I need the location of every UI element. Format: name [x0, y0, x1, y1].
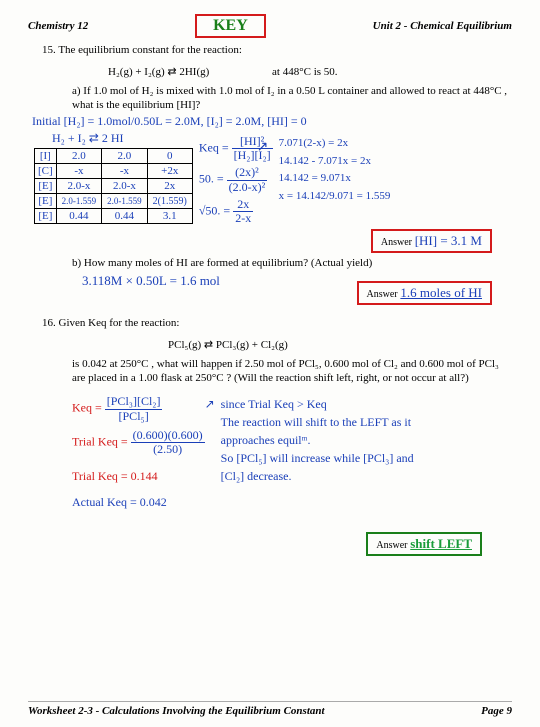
ans-label: Answer: [376, 540, 407, 551]
arrow-icon: ↗: [205, 395, 215, 413]
q16-note: ↗since Trial Keq > Keq The reaction will…: [221, 395, 431, 514]
q15-work-section: H₂ + I₂ ⇄ 2 HI [I]2.02.00 [C]-x-x+2x [E]…: [28, 131, 512, 225]
page-footer: Worksheet 2-3 - Calculations Involving t…: [28, 701, 512, 717]
q15-equation-row: H₂(g) + I₂(g) ⇄ 2HI(g) at 448°C is 50.: [108, 65, 512, 78]
worksheet-title: Worksheet 2-3 - Calculations Involving t…: [28, 705, 325, 717]
ans-label: Answer: [367, 289, 398, 300]
q16-line: 16. Given Keq for the reaction:: [42, 315, 512, 332]
page-header: Chemistry 12 KEY Unit 2 - Chemical Equil…: [28, 14, 512, 38]
q15-num: 15.: [42, 44, 56, 56]
q15a-answer: [HI] = 3.1 M: [415, 233, 482, 248]
ans-label: Answer: [381, 237, 412, 248]
key-box: KEY: [195, 14, 266, 38]
q15b: b) How many moles of HI are formed at eq…: [72, 257, 512, 269]
q15a-answer-row: Answer [HI] = 3.1 M: [28, 229, 492, 253]
course-title: Chemistry 12: [28, 20, 88, 32]
ice-rxn: H₂ + I₂ ⇄ 2 HI: [52, 131, 193, 146]
unit-title: Unit 2 - Chemical Equilibrium: [373, 20, 512, 32]
ice-table-wrap: H₂ + I₂ ⇄ 2 HI [I]2.02.00 [C]-x-x+2x [E]…: [28, 131, 193, 224]
q16-num: 16.: [42, 317, 56, 329]
q15-line: 15. The equilibrium constant for the rea…: [42, 42, 512, 59]
q15a: a) If 1.0 mol of H₂ is mixed with 1.0 mo…: [72, 84, 512, 113]
q16-answer: shift LEFT: [410, 536, 472, 551]
q15-equation: H₂(g) + I₂(g) ⇄ 2HI(g): [108, 66, 209, 78]
q15b-answer: 1.6 moles of HI: [400, 285, 482, 300]
arrow-icon: ↗: [257, 137, 269, 159]
solve-work: ↗ 7.071(2-x) = 2x 14.142 - 7.071x = 2x 1…: [279, 135, 391, 205]
q16-prompt: Given Keq for the reaction:: [59, 317, 180, 329]
q15-cond: at 448°C is 50.: [272, 66, 338, 78]
q16-work: Keq = [PCl₃][Cl₂][PCl₅] Trial Keq = (0.6…: [28, 395, 512, 514]
page-number: Page 9: [481, 705, 512, 717]
q15-initial: Initial [H₂] = 1.0mol/0.50L = 2.0M, [I₂]…: [32, 114, 512, 129]
q16-left: Keq = [PCl₃][Cl₂][PCl₅] Trial Keq = (0.6…: [72, 395, 205, 514]
q16-answer-row: Answer shift LEFT: [28, 532, 482, 556]
q15-prompt: The equilibrium constant for the reactio…: [58, 44, 242, 56]
q16-cond: is 0.042 at 250°C , what will happen if …: [72, 357, 512, 386]
ice-table: [I]2.02.00 [C]-x-x+2x [E]2.0-x2.0-x2x [E…: [34, 148, 193, 224]
q16-equation: PCl₅(g) ⇄ PCl₃(g) + Cl₂(g): [168, 338, 512, 351]
